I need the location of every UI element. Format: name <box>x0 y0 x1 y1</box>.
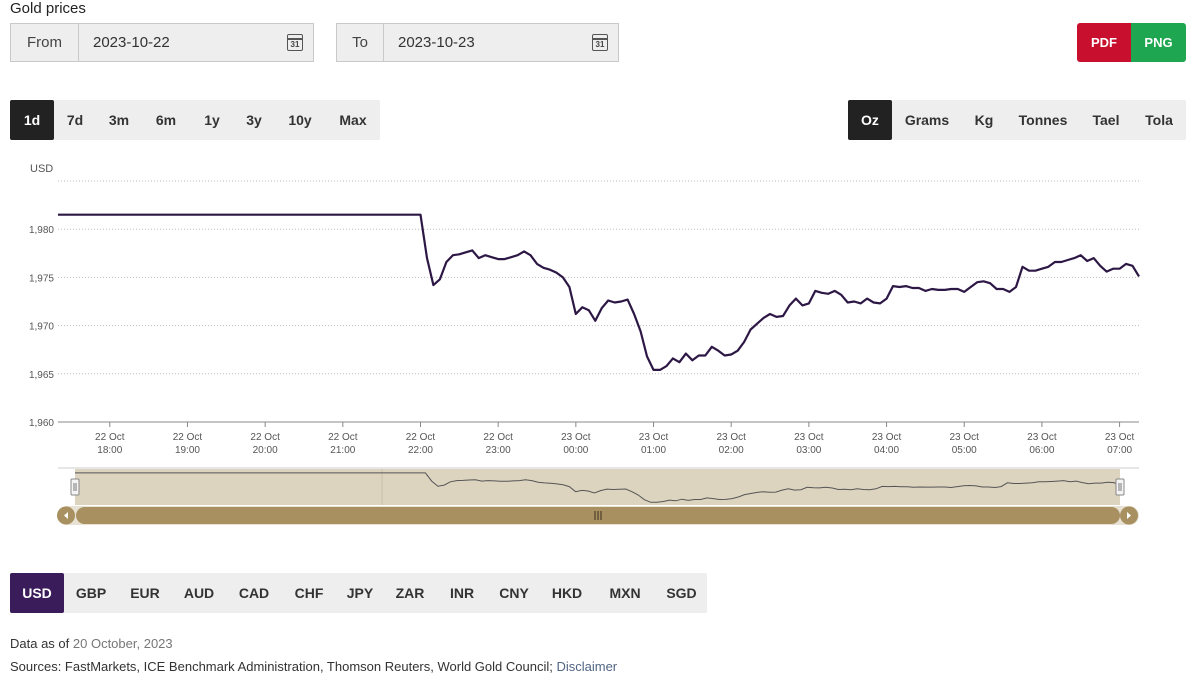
x-tick-label: 22 Oct <box>250 432 280 443</box>
x-tick-label: 00:00 <box>563 445 588 456</box>
from-label: From <box>11 24 79 61</box>
x-tick-label: 23 Oct <box>639 432 669 443</box>
x-tick-label: 23:00 <box>486 445 511 456</box>
x-tick-label: 03:00 <box>796 445 821 456</box>
y-tick-label: 1,980 <box>29 225 54 236</box>
currency-button-gbp[interactable]: GBP <box>75 585 107 601</box>
x-tick-label: 23 Oct <box>794 432 824 443</box>
to-date-input[interactable]: 2023-10-23 <box>384 24 618 61</box>
data-as-of-label: Data as of <box>10 636 70 651</box>
range-button-1y[interactable]: 1y <box>204 112 220 128</box>
currency-button-hkd[interactable]: HKD <box>551 585 583 601</box>
x-tick-label: 22 Oct <box>95 432 125 443</box>
x-tick-label: 06:00 <box>1029 445 1054 456</box>
currency-button-cad[interactable]: CAD <box>238 585 270 601</box>
x-tick-label: 07:00 <box>1107 445 1132 456</box>
currency-button-mxn[interactable]: MXN <box>609 585 641 601</box>
calendar-day: 31 <box>290 40 300 49</box>
x-tick-label: 18:00 <box>97 445 122 456</box>
x-tick-label: 01:00 <box>641 445 666 456</box>
unit-button-grams[interactable]: Grams <box>904 112 950 128</box>
range-button-7d[interactable]: 7d <box>66 112 84 128</box>
currency-button-sgd[interactable]: SGD <box>666 585 697 601</box>
unit-button-kg[interactable]: Kg <box>974 112 994 128</box>
x-tick-label: 05:00 <box>952 445 977 456</box>
export-pdf-button[interactable]: PDF <box>1077 23 1131 62</box>
price-series-line <box>58 213 1140 371</box>
unit-selector: Oz Grams Kg Tonnes Tael Tola <box>848 100 1186 140</box>
currency-button-usd[interactable]: USD <box>10 573 64 613</box>
unit-button-tola[interactable]: Tola <box>1145 112 1173 128</box>
from-date-picker[interactable]: From 2023-10-22 31 <box>10 23 314 62</box>
to-date-picker[interactable]: To 2023-10-23 31 <box>336 23 619 62</box>
currency-button-inr[interactable]: INR <box>449 585 475 601</box>
y-tick-label: 1,960 <box>29 418 54 429</box>
y-tick-label: 1,975 <box>29 273 54 284</box>
x-tick-label: 20:00 <box>253 445 278 456</box>
x-tick-label: 22 Oct <box>173 432 203 443</box>
export-png-button[interactable]: PNG <box>1131 23 1186 62</box>
x-tick-label: 02:00 <box>719 445 744 456</box>
x-tick-label: 22 Oct <box>328 432 358 443</box>
scroll-left-icon <box>64 512 68 519</box>
from-date-input[interactable]: 2023-10-22 <box>79 24 313 61</box>
x-tick-label: 22 Oct <box>406 432 436 443</box>
currency-button-eur[interactable]: EUR <box>130 585 160 601</box>
x-tick-label: 23 Oct <box>1105 432 1135 443</box>
scroll-right-icon <box>1127 512 1131 519</box>
range-button-3y[interactable]: 3y <box>246 112 262 128</box>
y-axis-label: USD <box>30 163 53 175</box>
navigator-window <box>75 469 1120 505</box>
calendar-icon[interactable]: 31 <box>592 34 608 51</box>
currency-button-cny[interactable]: CNY <box>499 585 529 601</box>
unit-button-oz[interactable]: Oz <box>848 100 892 140</box>
range-button-3m[interactable]: 3m <box>108 112 130 128</box>
x-tick-label: 19:00 <box>175 445 200 456</box>
x-tick-label: 23 Oct <box>872 432 902 443</box>
x-tick-label: 23 Oct <box>716 432 746 443</box>
unit-button-tael[interactable]: Tael <box>1092 112 1120 128</box>
navigator-handle <box>1115 478 1125 496</box>
x-tick-label: 23 Oct <box>561 432 591 443</box>
x-tick-label: 23 Oct <box>949 432 979 443</box>
calendar-day: 31 <box>595 40 605 49</box>
to-label: To <box>337 24 384 61</box>
y-tick-label: 1,970 <box>29 322 54 333</box>
sources-text: Sources: FastMarkets, ICE Benchmark Admi… <box>10 659 553 674</box>
range-button-max[interactable]: Max <box>339 112 367 128</box>
range-button-1d[interactable]: 1d <box>10 100 54 140</box>
x-tick-label: 04:00 <box>874 445 899 456</box>
currency-selector: USD GBP EUR AUD CAD CHF JPY ZAR INR CNY HKD MXN SGD <box>10 573 707 613</box>
data-as-of-value: 20 October, 2023 <box>72 636 173 651</box>
currency-button-jpy[interactable]: JPY <box>346 585 374 601</box>
y-tick-label: 1,965 <box>29 370 54 381</box>
range-button-6m[interactable]: 6m <box>155 112 177 128</box>
page-title: Gold prices <box>10 0 86 17</box>
currency-button-aud[interactable]: AUD <box>183 585 215 601</box>
currency-button-zar[interactable]: ZAR <box>395 585 425 601</box>
range-button-10y[interactable]: 10y <box>288 112 312 128</box>
navigator-series-line <box>75 472 1121 503</box>
disclaimer-link[interactable]: Disclaimer <box>556 659 618 674</box>
time-range-selector: 1d 7d 3m 6m 1y 3y 10y Max <box>10 100 380 140</box>
currency-button-chf[interactable]: CHF <box>294 585 324 601</box>
navigator-handle <box>70 478 80 496</box>
x-tick-label: 22 Oct <box>483 432 513 443</box>
sources-line: Sources: FastMarkets, ICE Benchmark Admi… <box>10 659 617 674</box>
data-as-of: Data as of 20 October, 2023 <box>10 636 173 651</box>
unit-button-tonnes[interactable]: Tonnes <box>1018 112 1068 128</box>
calendar-icon[interactable]: 31 <box>287 34 303 51</box>
x-tick-label: 22:00 <box>408 445 433 456</box>
x-tick-label: 21:00 <box>330 445 355 456</box>
x-tick-label: 23 Oct <box>1027 432 1057 443</box>
price-chart[interactable]: USD 1,960 1,965 1,970 1,975 1,980 22 Oct 18:00 2… <box>0 150 1200 540</box>
